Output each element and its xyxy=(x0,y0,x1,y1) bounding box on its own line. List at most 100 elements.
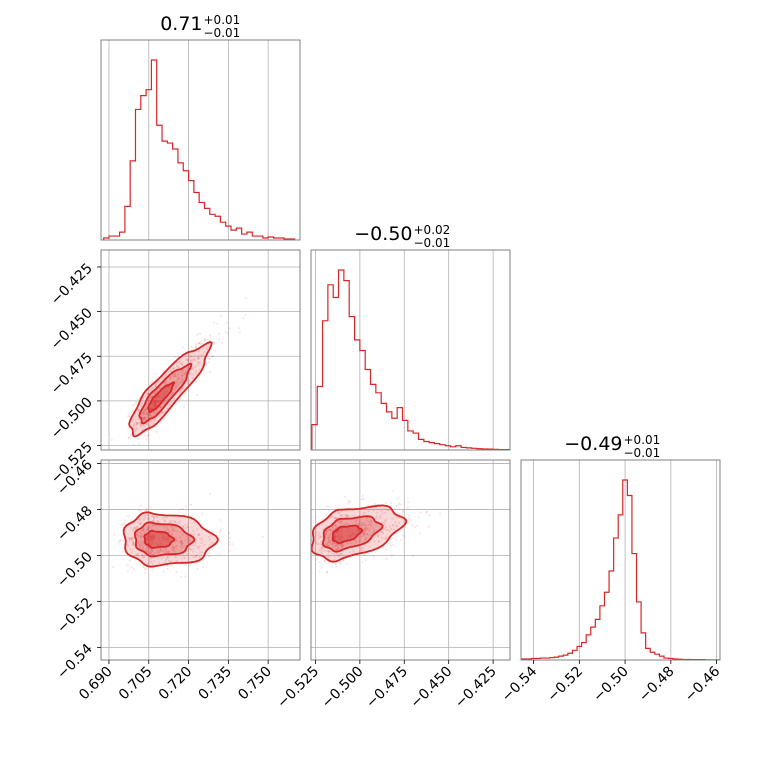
scatter-point xyxy=(137,541,141,545)
scatter-point xyxy=(335,565,338,568)
scatter-point xyxy=(173,540,177,543)
scatter-point xyxy=(175,530,178,533)
scatter-point xyxy=(197,533,200,536)
scatter-point xyxy=(159,548,162,551)
scatter-point xyxy=(143,568,147,571)
scatter-point xyxy=(140,533,143,536)
scatter-point xyxy=(142,528,145,532)
scatter-point xyxy=(381,531,384,534)
scatter-point xyxy=(170,400,173,403)
scatter-point xyxy=(338,562,341,565)
scatter-point xyxy=(373,540,376,543)
scatter-point xyxy=(325,529,328,532)
scatter-point xyxy=(338,554,341,557)
scatter-point xyxy=(138,535,142,539)
scatter-point xyxy=(127,436,131,439)
scatter-point xyxy=(334,517,337,520)
scatter-point xyxy=(180,363,183,367)
scatter-point xyxy=(151,380,154,383)
scatter-point xyxy=(148,552,151,555)
pair-panel-1-3 xyxy=(100,459,301,661)
scatter-point xyxy=(139,532,142,535)
scatter-point xyxy=(145,392,149,395)
x-tick-label-2-3: −0.475 xyxy=(363,664,411,712)
scatter-point xyxy=(186,528,190,532)
scatter-point xyxy=(158,542,162,545)
scatter-point xyxy=(165,527,169,530)
scatter-point xyxy=(337,545,340,548)
scatter-point xyxy=(132,541,135,545)
scatter-point xyxy=(326,550,329,553)
scatter-point xyxy=(347,523,350,526)
scatter-point xyxy=(381,512,384,515)
scatter-point xyxy=(364,526,367,529)
scatter-point xyxy=(150,551,153,554)
scatter-point xyxy=(327,544,330,547)
scatter-point xyxy=(333,541,336,544)
scatter-point xyxy=(181,556,184,560)
scatter-point xyxy=(198,556,201,559)
scatter-point xyxy=(363,553,366,556)
scatter-point xyxy=(192,366,195,370)
scatter-point xyxy=(129,537,133,541)
scatter-point xyxy=(392,524,395,527)
scatter-point xyxy=(146,525,150,529)
scatter-point xyxy=(208,538,211,541)
scatter-point xyxy=(148,536,152,540)
scatter-point xyxy=(152,535,155,538)
scatter-point xyxy=(331,515,334,518)
scatter-point xyxy=(191,550,195,553)
scatter-point xyxy=(132,544,135,547)
scatter-point xyxy=(360,498,363,501)
scatter-point xyxy=(413,526,416,529)
scatter-point xyxy=(155,409,158,412)
scatter-point xyxy=(148,560,152,564)
x-tick-label-2-2: −0.500 xyxy=(319,664,367,712)
scatter-point xyxy=(156,395,159,398)
scatter-point xyxy=(196,546,199,549)
scatter-point xyxy=(154,384,157,387)
scatter-point xyxy=(143,417,146,420)
scatter-point xyxy=(187,539,190,542)
scatter-point xyxy=(179,362,182,365)
scatter-point xyxy=(187,389,191,393)
scatter-point xyxy=(193,354,196,357)
scatter-point xyxy=(166,407,169,410)
scatter-point xyxy=(194,541,197,544)
scatter-point xyxy=(163,526,166,529)
scatter-point xyxy=(398,513,401,516)
scatter-point xyxy=(340,522,343,525)
scatter-point xyxy=(158,414,161,417)
scatter-point xyxy=(149,413,152,416)
scatter-point xyxy=(183,556,186,560)
scatter-point xyxy=(164,381,168,384)
scatter-point xyxy=(167,528,170,531)
scatter-point xyxy=(147,526,150,529)
scatter-point xyxy=(217,552,220,555)
scatter-point xyxy=(341,532,344,535)
scatter-point xyxy=(325,529,328,532)
scatter-point xyxy=(171,534,174,537)
scatter-point xyxy=(165,525,168,528)
scatter-point xyxy=(154,398,157,402)
scatter-point xyxy=(358,521,362,524)
scatter-point xyxy=(348,527,351,530)
scatter-point xyxy=(142,418,145,421)
scatter-point xyxy=(195,554,198,557)
scatter-point xyxy=(171,391,174,394)
scatter-point xyxy=(384,511,387,514)
scatter-point xyxy=(129,559,132,562)
scatter-point xyxy=(303,566,305,568)
hist-2-title-value: −0.50 xyxy=(354,223,412,245)
scatter-point xyxy=(142,519,145,522)
scatter-point xyxy=(167,555,170,559)
scatter-point xyxy=(146,414,149,418)
scatter-point xyxy=(347,528,350,531)
scatter-point xyxy=(328,540,331,543)
scatter-point xyxy=(329,533,332,536)
scatter-point xyxy=(136,521,139,524)
scatter-point xyxy=(132,567,136,571)
scatter-point xyxy=(153,392,156,395)
scatter-point xyxy=(144,571,147,575)
scatter-point xyxy=(315,530,318,534)
